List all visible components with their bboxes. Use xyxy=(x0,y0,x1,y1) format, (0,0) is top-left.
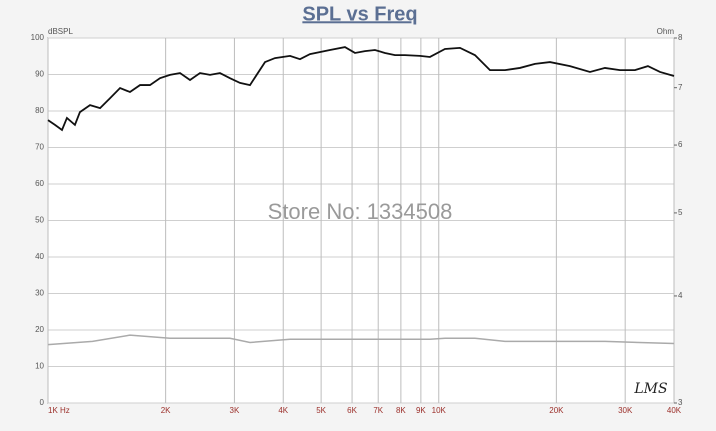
y-tick-label: 50 xyxy=(35,216,44,225)
y-axis-label: dBSPL xyxy=(48,27,73,36)
y2-tick-label: 5 xyxy=(678,208,683,217)
y2-tick-label: 4 xyxy=(678,291,683,300)
x-tick-label: 3K xyxy=(230,406,240,415)
x-tick-label: 1K Hz xyxy=(48,406,70,415)
x-tick-label: 40K xyxy=(667,406,682,415)
chart-title: SPL vs Freq xyxy=(302,3,417,25)
y-tick-label: 40 xyxy=(35,252,44,261)
y-tick-label: 80 xyxy=(35,106,44,115)
y-tick-label: 70 xyxy=(35,143,44,152)
x-tick-label: 6K xyxy=(347,406,357,415)
y2-tick-label: 6 xyxy=(678,140,683,149)
y-tick-label: 60 xyxy=(35,179,44,188)
x-tick-label: 7K xyxy=(373,406,383,415)
y2-tick-label: 7 xyxy=(678,83,683,92)
y2-tick-label: 3 xyxy=(678,398,683,407)
y-tick-label: 30 xyxy=(35,289,44,298)
x-tick-label: 5K xyxy=(316,406,326,415)
x-tick-label: 20K xyxy=(549,406,564,415)
x-tick-label: 4K xyxy=(278,406,288,415)
x-tick-label: 2K xyxy=(161,406,171,415)
data-line xyxy=(47,334,675,346)
y-tick-label: 0 xyxy=(40,398,45,407)
watermark: Store No: 1334508 xyxy=(268,199,453,224)
x-tick-label: 30K xyxy=(618,406,633,415)
x-tick-label: 10K xyxy=(432,406,447,415)
logo: LMS xyxy=(633,381,667,397)
y-tick-label: 20 xyxy=(35,325,44,334)
y-tick-label: 100 xyxy=(31,33,45,42)
y-tick-label: 90 xyxy=(35,70,44,79)
y2-axis-label: Ohm xyxy=(657,27,675,36)
y2-tick-label: 8 xyxy=(678,33,683,42)
x-tick-label: 9K xyxy=(416,406,426,415)
x-tick-label: 8K xyxy=(396,406,406,415)
data-line xyxy=(47,46,675,132)
y-tick-label: 10 xyxy=(35,362,44,371)
